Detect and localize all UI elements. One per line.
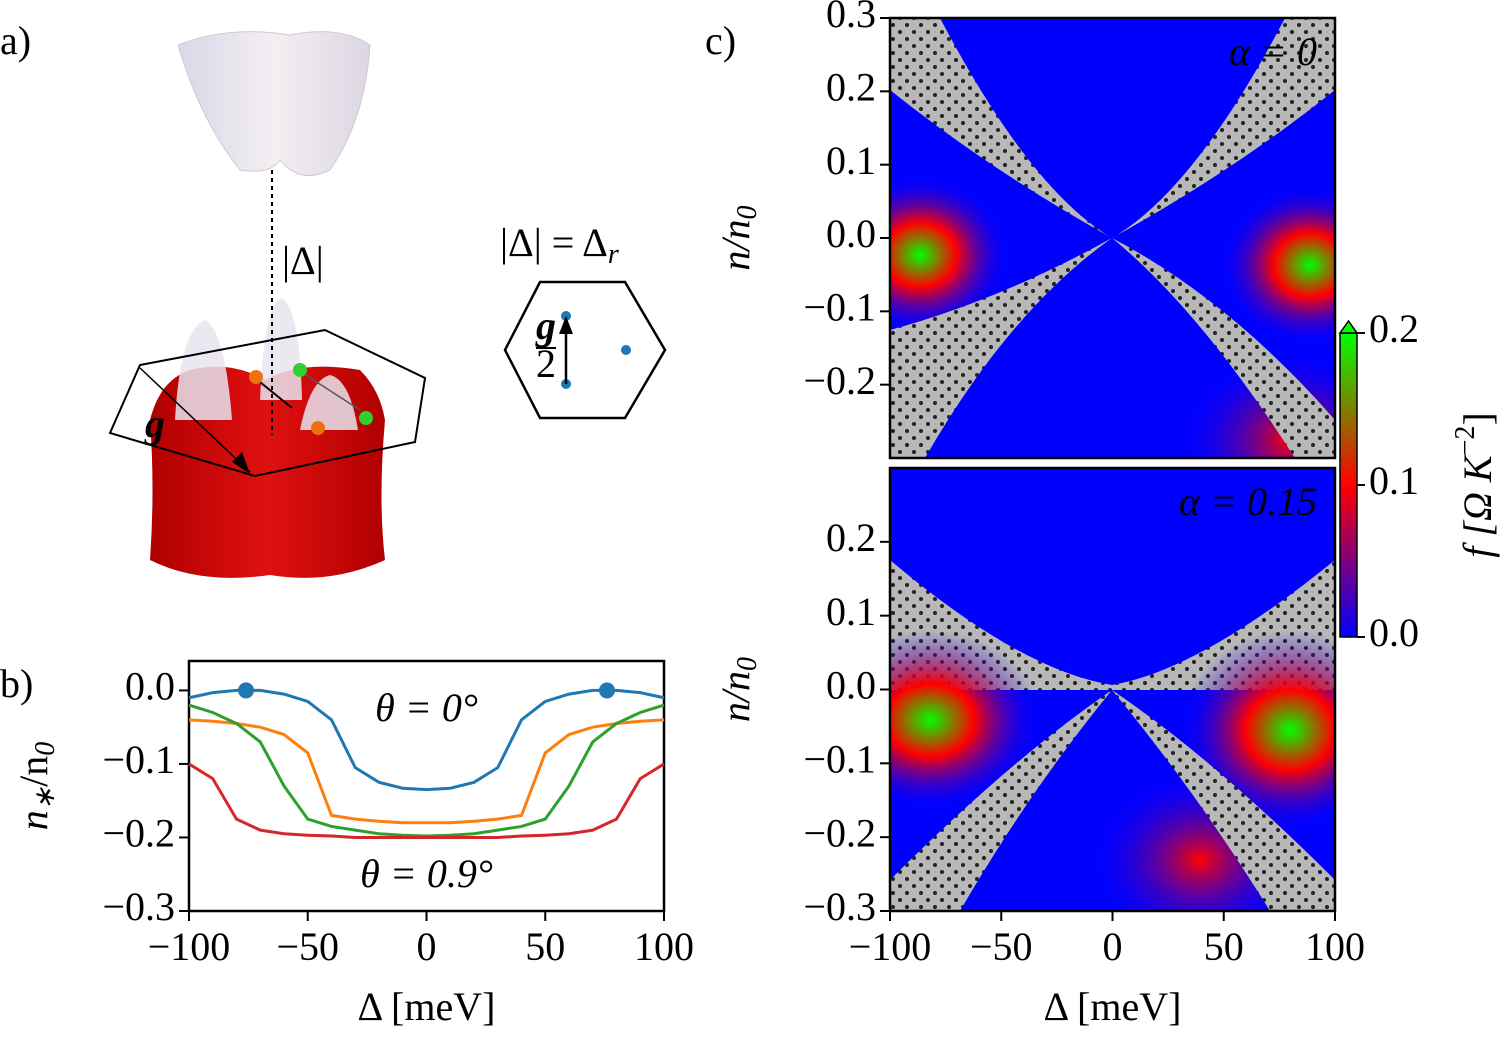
colorbar	[1339, 332, 1358, 638]
y-tick-label: −0.2	[803, 358, 876, 403]
x-axis-label: Δ [meV]	[1044, 984, 1182, 1029]
x-axis-label: Δ [meV]	[358, 984, 496, 1029]
gap-label: |Δ|	[282, 238, 324, 283]
line	[188, 762, 665, 839]
line	[188, 688, 665, 792]
inset-hexagon	[503, 280, 667, 420]
y-tick-label: 0.1	[826, 138, 876, 183]
y-tick-label: −0.2	[803, 810, 876, 855]
annotation: α = 0.15	[1179, 479, 1317, 524]
series-label: θ = 0.9°	[360, 851, 493, 896]
colorbar-tick-label: 0.0	[1369, 610, 1419, 655]
x-tick-label: 100	[634, 924, 694, 969]
y-tick-label: −0.1	[102, 737, 175, 782]
colorbar-extend	[1338, 319, 1359, 334]
x-tick-label: −50	[970, 924, 1033, 969]
axis-label: n/n0	[713, 657, 763, 722]
axis-label-part: 0	[732, 205, 763, 219]
y-tick-label: 0.0	[125, 664, 175, 709]
inset-vector-divisor: 2	[536, 341, 556, 386]
y-tick-label: −0.3	[803, 884, 876, 929]
y-tick-label: −0.3	[102, 884, 175, 929]
x-tick-label: −50	[276, 924, 339, 969]
axis-label: n∗/n0	[11, 742, 61, 831]
y-tick-label: 0.3	[826, 0, 876, 36]
x-tick-label: 100	[1305, 924, 1365, 969]
inset-vector-label: g	[535, 303, 556, 348]
axis-label: f [Ω K−2]	[1450, 412, 1500, 557]
axis-label-part: n	[11, 810, 56, 830]
x-tick-label: 50	[1204, 924, 1244, 969]
inset-title: |Δ| = Δr	[500, 220, 619, 270]
marker	[599, 682, 615, 699]
y-tick-label: −0.1	[803, 737, 876, 782]
axis-label-part: ∗	[30, 787, 61, 810]
annotation: α = 0	[1229, 29, 1317, 74]
axis-label-part: /n	[11, 756, 56, 787]
band-diagram	[108, 31, 427, 578]
x-tick-label: 50	[525, 924, 565, 969]
panel-label: a)	[0, 18, 31, 63]
panel-label: b)	[0, 661, 33, 706]
axis-label-part: n/n	[713, 671, 758, 722]
axis-label-part: 0	[30, 742, 61, 756]
inset-title-main: |Δ| = Δ	[500, 220, 608, 265]
axis-label-part: n/n	[713, 219, 758, 270]
y-tick-label: 0.1	[826, 589, 876, 634]
line	[188, 718, 665, 825]
y-tick-label: 0.0	[826, 663, 876, 708]
axis-label-part: ]	[1455, 412, 1500, 425]
x-tick-label: 0	[417, 924, 437, 969]
y-tick-label: −0.1	[803, 285, 876, 330]
axis-label-part: 0	[732, 657, 763, 671]
series-label: θ = 0°	[375, 685, 478, 730]
y-tick-label: −0.2	[102, 811, 175, 856]
marker	[238, 682, 254, 699]
y-tick-label: 0.0	[826, 211, 876, 256]
axis-label-part: −2	[1450, 426, 1481, 456]
heatmap-image	[890, 468, 1335, 911]
colorbar-tick-label: 0.1	[1369, 458, 1419, 503]
heatmap-image	[890, 18, 1335, 458]
axis-label: n/n0	[713, 205, 763, 270]
inset-title-sub: r	[608, 239, 619, 270]
x-tick-label: −100	[849, 924, 932, 969]
y-tick-label: 0.2	[826, 65, 876, 110]
panel-label: c)	[705, 18, 736, 63]
vector-label: g	[144, 401, 165, 446]
colorbar-tick-label: 0.2	[1369, 306, 1419, 351]
x-tick-label: 0	[1103, 924, 1123, 969]
x-tick-label: −100	[148, 924, 231, 969]
y-tick-label: 0.2	[826, 515, 876, 560]
axis-label-part: f [Ω K	[1455, 453, 1500, 558]
